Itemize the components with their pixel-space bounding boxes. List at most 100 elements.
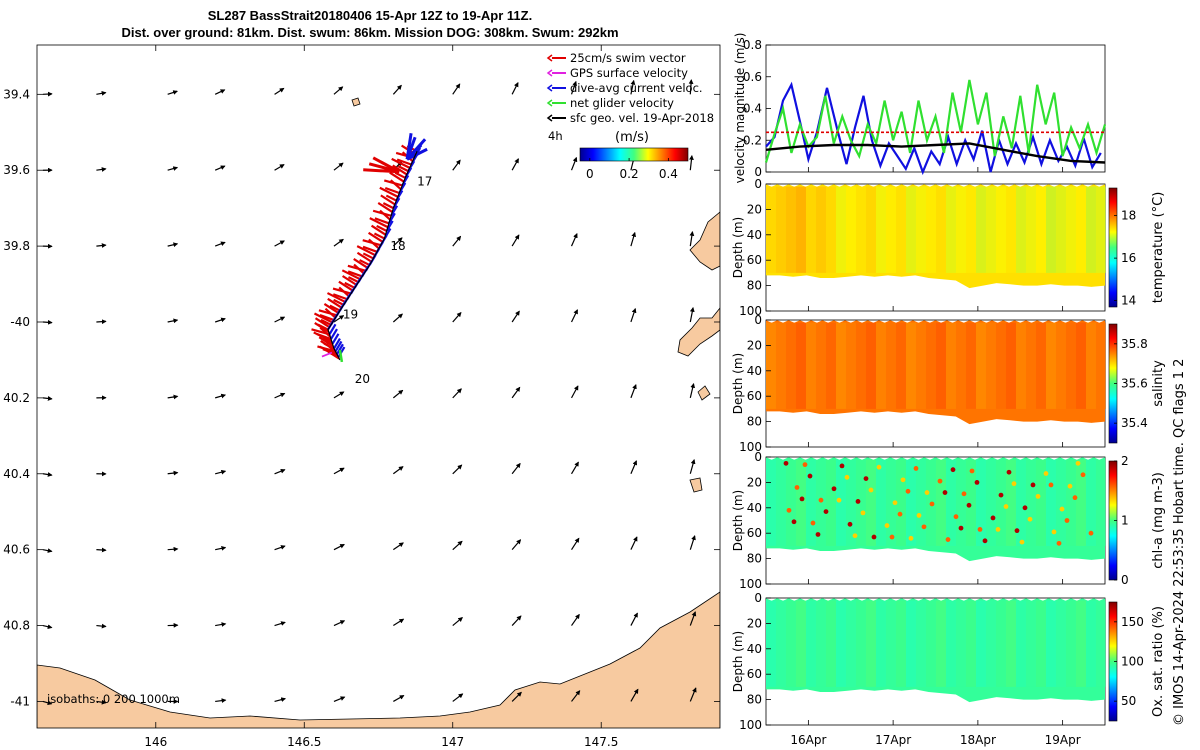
geo-velocity-arrow	[274, 621, 286, 627]
track-map: 146 146.5 147 147.5 39.4 39.6 39.8 -40 40.2 40.4 4…	[3, 44, 721, 749]
swim-vector	[319, 314, 335, 322]
section-profile-stripe	[916, 459, 926, 546]
section-profile-stripe	[876, 186, 886, 273]
map-y-tick-label: 40.8	[3, 619, 30, 633]
chla-sample-point	[1006, 469, 1012, 475]
dive-avg-current-vector	[405, 133, 413, 160]
map-y-tick-label: 39.4	[3, 87, 30, 101]
colorbar-label: chl-a (mg m-3)	[1151, 472, 1166, 569]
chla-sample-point	[802, 462, 808, 468]
chla-sample-point	[929, 501, 935, 507]
chla-sample-point	[900, 477, 906, 483]
chla-sample-point	[852, 533, 858, 539]
geo-velocity-arrow	[167, 166, 179, 171]
section-profile-stripe	[1026, 459, 1036, 546]
depth-tick-label: 0	[754, 313, 762, 327]
geo-velocity-arrow	[42, 319, 53, 325]
chla-sample-point	[799, 496, 805, 502]
swim-vector	[373, 232, 385, 240]
swim-vector	[362, 245, 378, 253]
section-profile-stripe	[976, 600, 986, 687]
section-profile-stripe	[846, 459, 856, 546]
section-profile-stripe	[866, 600, 876, 687]
section-profile-stripe	[996, 186, 1006, 273]
chla-sample-point	[942, 490, 948, 495]
map-y-tick-label: -40	[10, 315, 30, 329]
section-profile-stripe	[816, 600, 826, 687]
dive-avg-current-vector	[330, 328, 338, 340]
geo-velocity-arrow	[167, 546, 179, 552]
chla-sample-point	[937, 478, 943, 484]
gps-surface-velocity	[321, 351, 333, 358]
map-x-tick-label: 147.5	[584, 735, 618, 749]
geo-velocity-arrow	[167, 318, 179, 324]
swim-vector	[385, 194, 397, 202]
geo-velocity-arrow	[214, 241, 226, 247]
geo-velocity-arrow	[274, 545, 286, 551]
colorbar-tick-label: 2	[1121, 454, 1129, 468]
geo-velocity-arrow	[167, 470, 179, 476]
section-profile-stripe	[906, 600, 916, 687]
chla-sample-point	[958, 525, 964, 531]
geo-velocity-arrow	[452, 311, 462, 323]
geo-velocity-arrow	[511, 539, 522, 551]
swim-vector	[323, 303, 340, 314]
chla-sample-point	[815, 532, 821, 537]
oxygen-section-panel: 0 20 40 60 80 100 Depth (m) 50 100 150 Ox. sat. ra…	[731, 591, 1166, 732]
chla-sample-point	[884, 523, 890, 528]
geo-velocity-arrow	[333, 238, 344, 247]
velocity-series-line	[764, 79, 1107, 163]
geo-velocity-arrow	[393, 694, 405, 702]
chla-sample-point	[818, 497, 824, 503]
section-profile-stripe	[776, 186, 786, 273]
colorbar-label: Ox. sat. ratio (%)	[1151, 606, 1166, 717]
chla-sample-point	[1075, 460, 1081, 466]
section-profile-stripe	[966, 459, 976, 546]
geo-velocity-arrow	[215, 622, 227, 627]
chla-sample-point	[863, 476, 869, 481]
section-profile-stripe	[1046, 322, 1056, 409]
chla-sample-point	[969, 468, 975, 474]
geo-velocity-arrow	[452, 540, 463, 551]
chla-sample-point	[1035, 493, 1041, 499]
section-profile-stripe	[986, 459, 996, 546]
section-profile-stripe	[1006, 600, 1016, 687]
swim-vector	[369, 217, 389, 229]
arrow-scale-label: 4h	[548, 129, 563, 143]
section-profile-stripe	[856, 322, 866, 409]
depth-tick-label: 0	[754, 591, 762, 605]
section-profile-stripe	[1076, 186, 1086, 273]
chla-sample-point	[1027, 516, 1033, 522]
velocity-series-line	[765, 142, 1106, 164]
swim-vector	[318, 309, 338, 317]
geo-velocity-arrow	[511, 615, 522, 626]
swim-vector	[344, 281, 356, 289]
legend-label: 25cm/s swim vector	[570, 51, 686, 65]
section-profile-stripe	[796, 459, 806, 546]
date-tick-label: 16Apr	[790, 733, 826, 747]
geo-velocity-arrow	[96, 167, 107, 172]
colorbar-label: salinity	[1151, 360, 1166, 407]
depth-tick-label: 100	[739, 440, 762, 454]
swim-vector	[397, 165, 409, 173]
colorbar-tick-label: 18	[1121, 209, 1136, 223]
section-profile-stripe	[1096, 600, 1106, 687]
swim-vector	[324, 348, 340, 360]
section-profile-stripe	[806, 186, 816, 273]
map-y-tick-label: 39.8	[3, 239, 30, 253]
section-profile-stripe	[1016, 186, 1026, 273]
date-tick-label: 19Apr	[1045, 733, 1081, 747]
swim-vector	[390, 179, 402, 191]
section-profile-stripe	[1066, 186, 1076, 273]
velocity-magnitude-panel: 0 0.2 0.4 0.6 0.8 velocity magnitude (m/s)	[733, 33, 1107, 183]
depth-tick-label: 0	[754, 450, 762, 464]
chla-sample-point	[982, 538, 988, 544]
section-profile-stripe	[966, 186, 976, 273]
dive-avg-current-vector	[328, 323, 337, 335]
section-profile-stripe	[816, 322, 826, 409]
section-profile-stripe	[1006, 322, 1016, 409]
chla-sample-point	[847, 521, 853, 527]
geo-velocity-arrow	[688, 79, 694, 95]
chla-sample-point	[860, 510, 866, 516]
dive-avg-current-vector	[406, 147, 428, 161]
